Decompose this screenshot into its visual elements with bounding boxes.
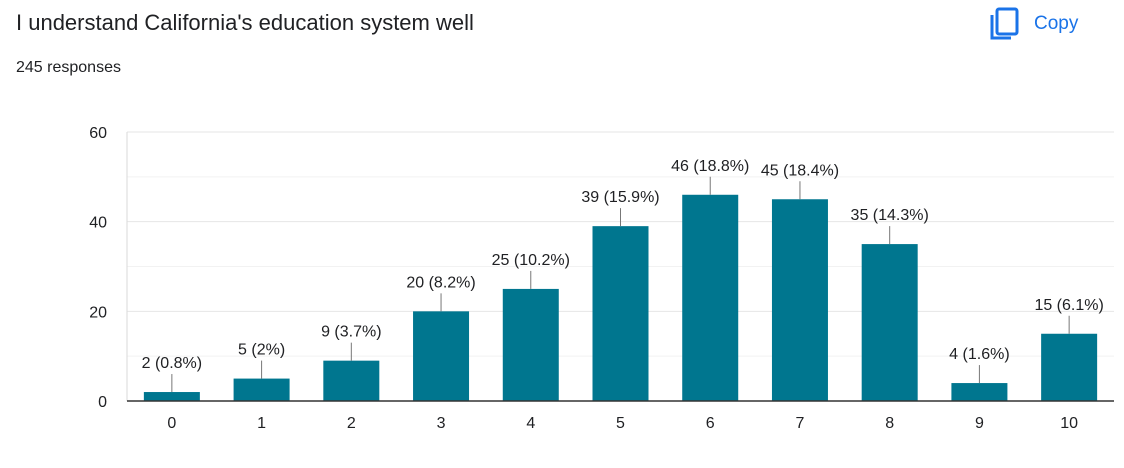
bar — [502, 288, 559, 401]
bar — [592, 226, 649, 401]
bar — [951, 383, 1008, 401]
bar — [323, 360, 380, 401]
bar — [1041, 333, 1098, 401]
data-label: 4 (1.6%) — [949, 346, 1009, 363]
y-tick-label: 40 — [89, 215, 107, 232]
y-tick-label: 20 — [89, 304, 107, 321]
data-label: 20 (8.2%) — [406, 274, 475, 291]
data-label: 2 (0.8%) — [142, 355, 202, 372]
data-label: 35 (14.3%) — [851, 207, 929, 224]
x-tick-label: 0 — [167, 415, 176, 432]
x-tick-label: 1 — [257, 415, 266, 432]
x-tick-label: 7 — [796, 415, 805, 432]
chart-title: I understand California's education syst… — [16, 10, 474, 35]
bar — [413, 311, 470, 401]
bar — [682, 194, 739, 401]
x-tick-label: 8 — [885, 415, 894, 432]
response-count: 245 responses — [16, 59, 121, 76]
data-label: 39 (15.9%) — [581, 189, 659, 206]
copy-label: Copy — [1034, 13, 1079, 34]
y-tick-label: 60 — [89, 125, 107, 142]
x-tick-label: 10 — [1060, 415, 1078, 432]
x-tick-label: 5 — [616, 415, 625, 432]
bar — [233, 378, 290, 401]
data-label: 15 (6.1%) — [1034, 297, 1103, 314]
data-label: 46 (18.8%) — [671, 158, 749, 175]
x-tick-label: 9 — [975, 415, 984, 432]
bar — [861, 244, 918, 401]
x-tick-label: 2 — [347, 415, 356, 432]
data-label: 45 (18.4%) — [761, 162, 839, 179]
x-tick-label: 6 — [706, 415, 715, 432]
x-tick-label: 4 — [526, 415, 535, 432]
data-label: 25 (10.2%) — [492, 252, 570, 269]
bar — [771, 199, 828, 401]
x-tick-label: 3 — [437, 415, 446, 432]
data-label: 5 (2%) — [238, 342, 285, 359]
y-tick-label: 0 — [98, 394, 107, 411]
copy-button[interactable]: Copy — [988, 4, 1108, 44]
bar — [143, 392, 200, 401]
copy-icon — [990, 7, 1019, 40]
data-label: 9 (3.7%) — [321, 324, 381, 341]
